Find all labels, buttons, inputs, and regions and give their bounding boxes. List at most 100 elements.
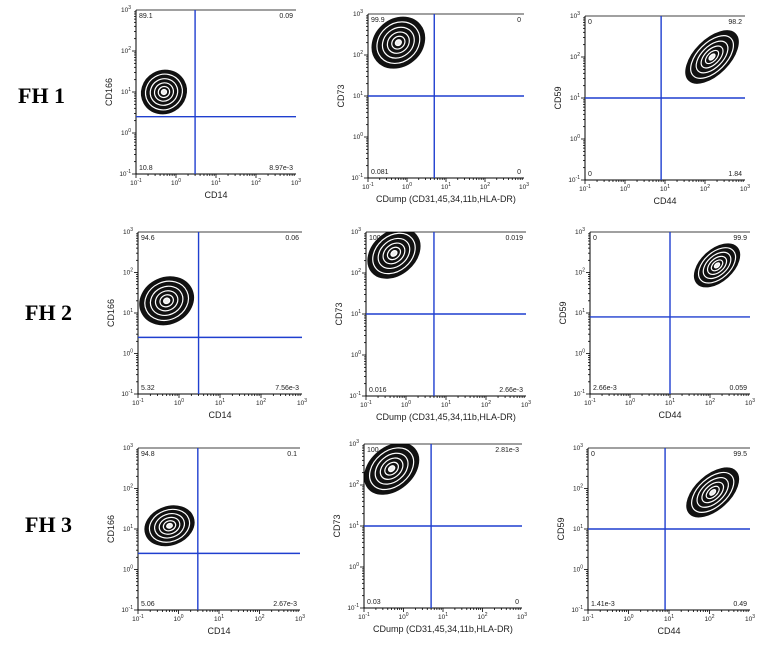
quadrant-lower-left-label: 0.016 bbox=[369, 387, 387, 394]
quadrant-upper-right-label: 98.2 bbox=[728, 19, 742, 26]
x-tick-label: 102 bbox=[700, 184, 710, 193]
x-axis-title: CD44 bbox=[658, 410, 681, 420]
x-tick-label: 102 bbox=[256, 398, 266, 407]
quadrant-lower-right-label: 2.66e-3 bbox=[499, 387, 523, 394]
population-contours bbox=[139, 68, 189, 116]
x-tick-label: 10-1 bbox=[132, 398, 144, 407]
x-tick-label: 10-1 bbox=[132, 614, 144, 623]
contour-level bbox=[390, 249, 398, 257]
x-tick-label: 100 bbox=[173, 614, 183, 623]
plot-fh2-cd73-cdump: 10-1 100 101 102 103 10-1 100 101 102 103 CDump (C… bbox=[322, 224, 542, 439]
x-tick-label: 103 bbox=[291, 178, 301, 187]
y-tick-label: 103 bbox=[123, 227, 133, 236]
x-tick-label: 100 bbox=[402, 182, 412, 191]
quadrant-lower-left-label: 0.03 bbox=[367, 599, 381, 606]
y-tick-label: 101 bbox=[121, 87, 131, 96]
plot-group: 10-1 100 101 102 103 10-1 100 101 102 103 CD14 CD16… bbox=[106, 443, 305, 636]
quadrant-upper-left-label: 0 bbox=[588, 19, 592, 26]
y-tick-label: 101 bbox=[351, 309, 361, 318]
population-contours bbox=[685, 466, 741, 519]
quadrant-upper-right-label: 2.81e-3 bbox=[495, 447, 519, 454]
y-tick-label: 103 bbox=[573, 443, 583, 452]
quadrant-lower-left-label: 0 bbox=[588, 171, 592, 178]
y-tick-label: 102 bbox=[570, 52, 580, 61]
x-tick-label: 102 bbox=[481, 400, 491, 409]
x-tick-label: 103 bbox=[521, 400, 531, 409]
x-tick-label: 100 bbox=[620, 184, 630, 193]
contour-level bbox=[166, 522, 173, 529]
quadrant-upper-left-label: 0 bbox=[593, 235, 597, 242]
quadrant-lower-left-label: 0.081 bbox=[371, 169, 389, 176]
x-tick-label: 103 bbox=[745, 398, 755, 407]
quadrant-upper-right-label: 99.5 bbox=[733, 451, 747, 458]
contour-level bbox=[394, 39, 402, 47]
y-axis-title: CD73 bbox=[332, 514, 342, 537]
y-tick-label: 103 bbox=[575, 227, 585, 236]
x-tick-label: 101 bbox=[665, 398, 675, 407]
plot-group: 10-1 100 101 102 103 10-1 100 101 102 103 CD14 CD16… bbox=[106, 227, 307, 420]
contour-level bbox=[160, 88, 168, 96]
x-tick-label: 10-1 bbox=[584, 398, 596, 407]
y-tick-label: 100 bbox=[575, 349, 585, 358]
x-tick-label: 100 bbox=[171, 178, 181, 187]
x-tick-label: 100 bbox=[174, 398, 184, 407]
x-tick-label: 100 bbox=[401, 400, 411, 409]
x-tick-label: 102 bbox=[705, 398, 715, 407]
contour-level bbox=[709, 489, 717, 496]
quadrant-upper-right-label: 0.06 bbox=[285, 235, 299, 242]
y-axis-title: CD59 bbox=[556, 517, 566, 540]
x-tick-label: 10-1 bbox=[582, 614, 594, 623]
quadrant-upper-left-label: 94.6 bbox=[141, 235, 155, 242]
quadrant-upper-right-label: 0.019 bbox=[505, 235, 523, 242]
x-tick-label: 103 bbox=[745, 614, 755, 623]
x-axis-title: CD44 bbox=[653, 196, 676, 206]
x-axis-title: CDump (CD31,45,34,11b,HLA-DR) bbox=[376, 412, 516, 422]
y-tick-label: 10-1 bbox=[573, 389, 585, 398]
plot-fh3-cd59-cd44: 10-1 100 101 102 103 10-1 100 101 102 103 CD44 CD59… bbox=[548, 440, 758, 650]
y-tick-label: 102 bbox=[121, 46, 131, 55]
x-tick-label: 101 bbox=[438, 612, 448, 621]
quadrant-upper-right-label: 0 bbox=[517, 17, 521, 24]
y-tick-label: 100 bbox=[573, 565, 583, 574]
x-tick-label: 10-1 bbox=[358, 612, 370, 621]
y-axis-title: CD166 bbox=[104, 78, 114, 106]
y-tick-label: 101 bbox=[123, 308, 133, 317]
contour-level bbox=[713, 262, 721, 269]
plot-fh2-cd166-cd14: 10-1 100 101 102 103 10-1 100 101 102 103 CD14 CD16… bbox=[100, 224, 310, 439]
y-tick-label: 100 bbox=[123, 565, 133, 574]
y-tick-label: 103 bbox=[351, 227, 361, 236]
population-contours bbox=[143, 504, 196, 548]
y-tick-label: 100 bbox=[123, 349, 133, 358]
y-tick-label: 102 bbox=[123, 268, 133, 277]
x-axis-title: CDump (CD31,45,34,11b,HLA-DR) bbox=[376, 194, 516, 204]
quadrant-upper-left-label: 100 bbox=[369, 235, 381, 242]
y-tick-label: 103 bbox=[349, 439, 359, 448]
x-tick-label: 10-1 bbox=[360, 400, 372, 409]
contour-level bbox=[162, 297, 171, 305]
quadrant-upper-left-label: 89.1 bbox=[139, 13, 153, 20]
y-tick-label: 101 bbox=[575, 308, 585, 317]
y-tick-label: 101 bbox=[570, 93, 580, 102]
y-axis-title: CD166 bbox=[106, 299, 116, 327]
population-contours bbox=[370, 15, 427, 70]
quadrant-lower-left-label: 10.8 bbox=[139, 165, 153, 172]
y-axis-title: CD166 bbox=[106, 515, 116, 543]
y-tick-label: 10-1 bbox=[347, 603, 359, 612]
y-tick-label: 10-1 bbox=[351, 173, 363, 182]
plot-group: 10-1 100 101 102 103 10-1 100 101 102 103 CD44 CD59… bbox=[553, 11, 750, 206]
x-tick-label: 103 bbox=[517, 612, 527, 621]
y-axis-title: CD59 bbox=[558, 301, 568, 324]
x-axis-title: CD14 bbox=[207, 626, 230, 636]
x-tick-label: 101 bbox=[664, 614, 674, 623]
quadrant-upper-right-label: 99.9 bbox=[733, 235, 747, 242]
y-tick-label: 100 bbox=[121, 128, 131, 137]
x-tick-label: 101 bbox=[215, 398, 225, 407]
quadrant-lower-right-label: 1.84 bbox=[728, 171, 742, 178]
quadrant-upper-left-label: 0 bbox=[591, 451, 595, 458]
y-tick-label: 10-1 bbox=[571, 605, 583, 614]
y-axis-title: CD59 bbox=[553, 86, 563, 109]
x-tick-label: 101 bbox=[214, 614, 224, 623]
population-contours bbox=[366, 232, 422, 280]
quadrant-lower-right-label: 0 bbox=[517, 169, 521, 176]
row-label-fh2: FH 2 bbox=[25, 300, 73, 325]
